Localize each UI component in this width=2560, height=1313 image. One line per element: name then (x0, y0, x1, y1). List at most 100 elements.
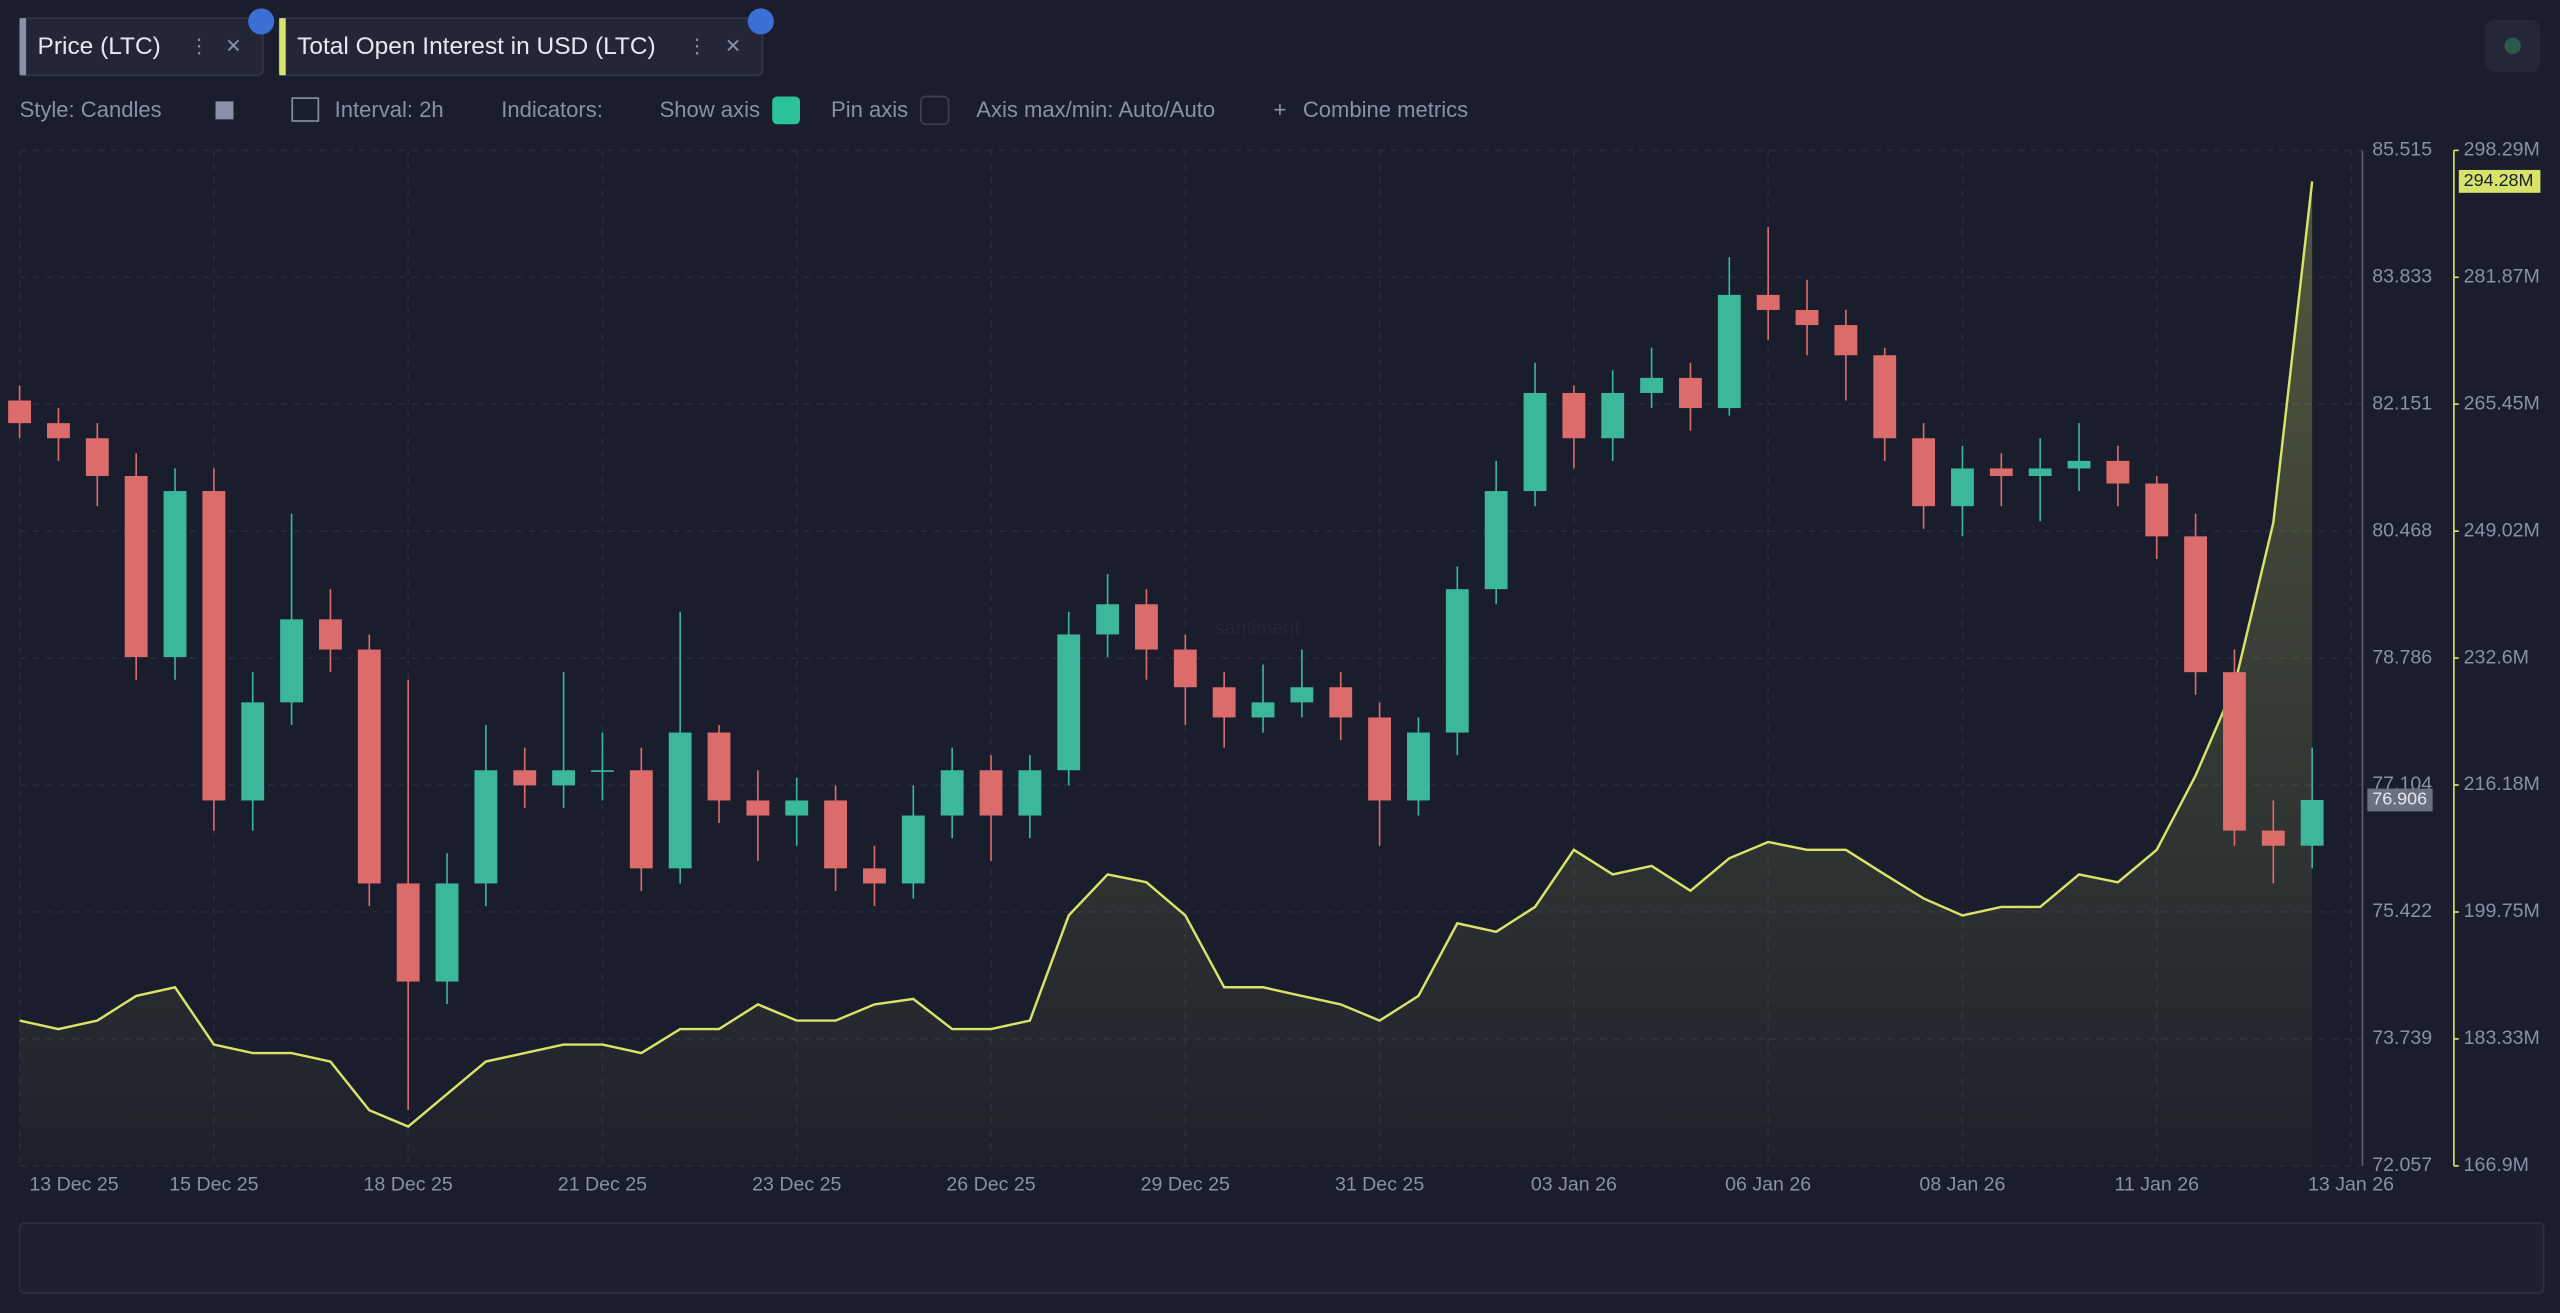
interval-icon (291, 97, 320, 122)
candle-body (629, 770, 653, 869)
pin-axis-label: Pin axis (831, 97, 908, 122)
candle-body (357, 649, 381, 884)
candle-body (163, 491, 187, 658)
combine-metrics[interactable]: Combine metrics (1303, 97, 1468, 122)
candle-body (552, 770, 576, 786)
candle-body (940, 770, 964, 816)
candle-body (1173, 649, 1197, 688)
candle-body (1640, 377, 1664, 393)
last-value-badge (2367, 788, 2433, 812)
show-axis-checkbox[interactable] (772, 96, 800, 125)
x-tick-label: 21 Dec 25 (558, 1174, 647, 1196)
candle-body (474, 770, 498, 884)
candle-body (202, 491, 226, 801)
y2-tick-label: 298.29M (2464, 139, 2540, 161)
candle-body (1562, 392, 1586, 439)
x-tick-label: 13 Dec 25 (29, 1174, 118, 1196)
candle-body (1717, 294, 1741, 409)
tab-close[interactable]: ✕ (225, 36, 241, 58)
candle-body (1251, 702, 1275, 718)
series-area (19, 181, 2313, 1166)
candle-body (280, 619, 304, 703)
last-value-label: 76.906 (2372, 789, 2427, 809)
x-tick-label: 13 Jan 26 (2308, 1174, 2394, 1196)
candle-body (2184, 536, 2208, 673)
last-value-label: 294.28M (2464, 170, 2534, 190)
y2-tick-label: 281.87M (2464, 265, 2540, 287)
color-select[interactable] (215, 101, 234, 120)
candle-body (1834, 325, 1858, 356)
y-tick-label: 72.057 (2372, 1154, 2432, 1176)
y2-tick-label: 232.6M (2464, 646, 2529, 668)
candle-body (241, 702, 265, 801)
candle-body (8, 400, 32, 424)
y2-tick-label: 183.33M (2464, 1027, 2540, 1049)
x-tick-label: 03 Jan 26 (1531, 1174, 1617, 1196)
candle-body (435, 883, 459, 982)
candle-body (2106, 460, 2130, 484)
y2-tick-label: 199.75M (2464, 900, 2540, 922)
pin-axis-checkbox[interactable] (920, 95, 950, 126)
show-axis-label: Show axis (660, 97, 760, 122)
candle-body (1445, 589, 1469, 733)
tab-menu[interactable]: ⋮ (687, 36, 707, 58)
candle-body (2223, 672, 2246, 831)
y-tick-label: 83.833 (2372, 265, 2432, 287)
x-tick-label: 29 Dec 25 (1141, 1174, 1230, 1196)
indicators-select[interactable]: Indicators: (501, 97, 603, 122)
x-tick-label: 15 Dec 25 (169, 1174, 258, 1196)
candle-body (2067, 460, 2091, 469)
candle-body (2028, 468, 2052, 476)
tab-close[interactable]: ✕ (725, 36, 741, 58)
tab-label: Total Open Interest in USD (LTC) (297, 33, 656, 60)
candle-body (1989, 468, 2013, 476)
style-select[interactable]: Style: Candles (20, 97, 162, 122)
candle-body (85, 438, 109, 476)
candle-body (1951, 468, 1974, 507)
tab-oi[interactable]: Total Open Interest in USD (LTC) ⋮ ✕ (278, 8, 774, 77)
tab-menu[interactable]: ⋮ (189, 36, 209, 58)
candle-body (979, 770, 1003, 816)
candle-body (901, 815, 925, 884)
candle-body (1679, 377, 1702, 409)
candle-body (1096, 604, 1120, 635)
candle-body (1018, 770, 1042, 816)
candle-body (707, 732, 731, 801)
candle-body (2261, 830, 2285, 846)
candle-body (124, 475, 148, 658)
x-tick-label: 08 Jan 26 (1919, 1174, 2005, 1196)
candle-body (1329, 687, 1353, 718)
ltc-icon (248, 8, 275, 35)
candle-body (1368, 717, 1392, 801)
candle-body (1057, 634, 1081, 771)
y2-tick-label: 166.9M (2464, 1154, 2529, 1176)
navigator[interactable] (18, 1222, 2545, 1295)
axis-minmax-select[interactable]: Axis max/min: Auto/Auto (976, 97, 1215, 122)
candle-body (1601, 392, 1625, 439)
interval-select[interactable]: Interval: 2h (335, 97, 444, 122)
candle-body (1212, 687, 1236, 718)
tab-label: Price (LTC) (38, 33, 161, 60)
candle-body (824, 800, 848, 869)
series-line (19, 181, 2314, 1128)
status-dot (2504, 37, 2521, 55)
y-tick-label: 73.739 (2372, 1027, 2432, 1049)
x-tick-label: 31 Dec 25 (1335, 1174, 1424, 1196)
y2-tick-label: 265.45M (2464, 392, 2540, 414)
tab-price[interactable]: Price (LTC) ⋮ ✕ (18, 8, 275, 77)
combine-metrics[interactable]: + (1273, 97, 1286, 122)
candle-body (1523, 392, 1547, 492)
y-tick-label: 85.515 (2372, 139, 2432, 161)
last-value-badge (2458, 169, 2541, 193)
candle-body (785, 800, 809, 816)
y2-tick-label: 249.02M (2464, 519, 2540, 541)
x-tick-label: 26 Dec 25 (946, 1174, 1035, 1196)
x-tick-label: 23 Dec 25 (752, 1174, 841, 1196)
ltc-icon (747, 8, 774, 35)
candle-body (1912, 438, 1936, 507)
tab-marker (279, 18, 286, 76)
y2-tick-label: 216.18M (2464, 773, 2540, 795)
candle-body (1795, 309, 1819, 326)
watermark: santiment (1215, 617, 1300, 639)
